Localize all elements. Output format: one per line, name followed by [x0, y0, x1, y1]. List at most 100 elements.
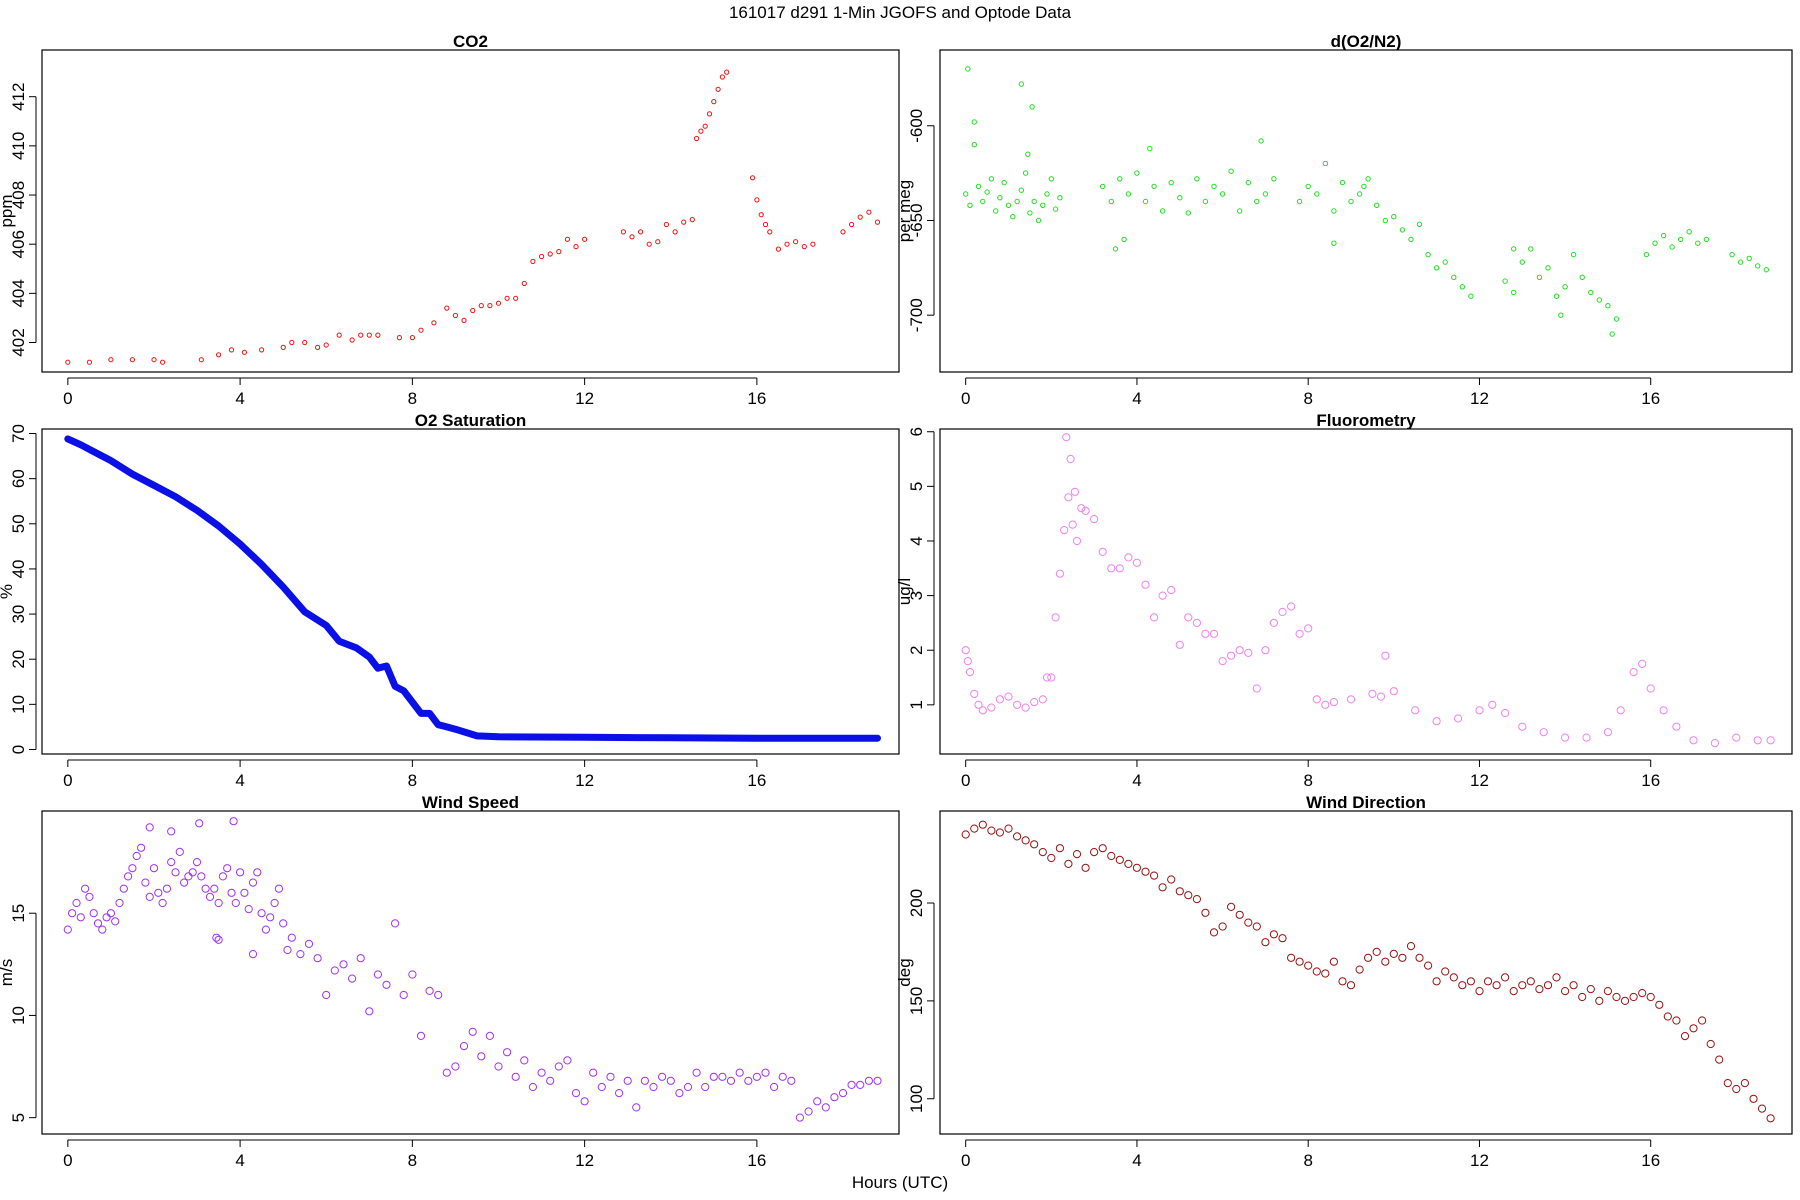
data-point [1672, 1016, 1681, 1025]
data-point [418, 327, 424, 333]
data-point [1209, 629, 1219, 638]
data-point [1579, 274, 1585, 280]
data-point [63, 925, 72, 934]
data-point [997, 195, 1003, 201]
data-point [1659, 706, 1668, 715]
data-point [1561, 733, 1570, 742]
data-point [81, 884, 90, 893]
x-tick-label: 12 [575, 1151, 594, 1170]
data-point [1346, 695, 1356, 704]
x-tick-label: 16 [747, 1151, 766, 1170]
data-point [784, 241, 790, 247]
data-point [1141, 580, 1150, 589]
data-point [640, 1076, 650, 1085]
data-point [980, 198, 986, 205]
x-tick-label: 0 [961, 771, 970, 790]
data-point [1643, 251, 1650, 258]
data-point [638, 229, 644, 235]
data-point [1254, 198, 1260, 205]
panel-title: Wind Speed [422, 793, 519, 812]
data-point [864, 1076, 874, 1085]
data-point [1356, 191, 1363, 197]
data-point [649, 1082, 658, 1092]
figure-xlabel: Hours (UTC) [852, 1173, 948, 1192]
data-point [1151, 183, 1157, 190]
data-point [582, 236, 588, 242]
data-point [1132, 863, 1142, 872]
data-point [1582, 733, 1591, 742]
y-tick-label: 1 [907, 700, 926, 709]
y-tick-label: 410 [9, 132, 28, 160]
y-tick-label: 10 [9, 1006, 28, 1025]
data-point [192, 858, 202, 867]
data-point [201, 884, 210, 893]
x-tick-label: 0 [63, 771, 72, 790]
data-point [149, 864, 159, 873]
data-point [978, 820, 987, 829]
data-point [554, 1062, 563, 1071]
data-point [681, 219, 687, 225]
data-point [68, 909, 77, 918]
data-point [442, 1068, 451, 1077]
data-point [1475, 987, 1484, 996]
data-point [160, 359, 166, 365]
y-tick-label: 404 [9, 279, 28, 307]
data-point [775, 246, 782, 252]
data-point [1258, 138, 1264, 144]
data-point [1432, 717, 1441, 726]
data-point [93, 919, 103, 928]
data-point [425, 986, 434, 996]
data-point [102, 913, 111, 922]
data-point [511, 1072, 520, 1081]
data-point [214, 935, 223, 944]
data-point [1562, 284, 1568, 290]
data-point [1595, 996, 1604, 1006]
data-point [461, 317, 467, 323]
panel-title: d(O2/N2) [1331, 32, 1402, 51]
panel-o2sat: O2 Saturation 0 4 8 12 16 0 10 20 30 40 50 60 70% [0, 411, 900, 790]
data-point [1638, 659, 1647, 669]
data-point [580, 1097, 589, 1106]
y-axis-label: % [0, 584, 16, 599]
data-point [151, 357, 157, 363]
data-point [1296, 198, 1303, 205]
data-point [987, 826, 996, 835]
data-point [1167, 586, 1176, 595]
data-point [830, 1093, 839, 1102]
y-tick-label: 3 [907, 591, 926, 600]
data-point [1492, 981, 1501, 990]
data-point [1269, 618, 1279, 628]
data-point [1331, 208, 1337, 214]
y-axis-label: ug/l [895, 578, 914, 605]
x-tick-label: 0 [63, 1151, 72, 1170]
data-point [646, 241, 652, 247]
y-tick-label: 4 [907, 536, 926, 545]
data-point [520, 1056, 529, 1065]
data-point [1167, 875, 1176, 884]
data-point [521, 280, 527, 287]
data-point [1346, 981, 1356, 990]
data-point [1070, 487, 1080, 496]
data-point [1391, 214, 1397, 220]
data-point [1468, 293, 1474, 299]
data-point [689, 217, 695, 223]
data-point [724, 69, 730, 75]
data-point [970, 824, 979, 833]
data-point [1536, 274, 1543, 280]
data-point [1416, 221, 1423, 228]
data-point [227, 888, 236, 897]
data-point [1112, 246, 1119, 252]
data-point [197, 872, 206, 881]
data-point [1501, 708, 1510, 718]
data-point [504, 295, 510, 301]
data-point [1060, 526, 1069, 535]
data-point [1027, 210, 1033, 216]
data-point [154, 888, 163, 897]
data-point [1115, 855, 1124, 865]
data-point [735, 1068, 744, 1077]
data-point [1381, 957, 1390, 966]
data-point [1052, 206, 1059, 212]
series-line [64, 435, 881, 742]
data-point [1382, 217, 1389, 224]
data-point [1424, 961, 1433, 970]
